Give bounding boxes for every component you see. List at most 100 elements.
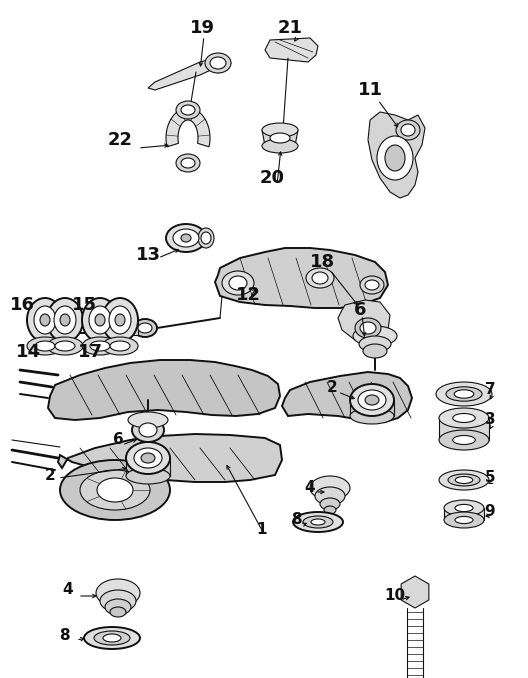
Ellipse shape <box>385 145 405 171</box>
Text: 20: 20 <box>259 169 285 187</box>
Ellipse shape <box>47 337 83 355</box>
Ellipse shape <box>141 453 155 463</box>
Ellipse shape <box>128 412 168 428</box>
Ellipse shape <box>311 519 325 525</box>
Polygon shape <box>368 112 425 198</box>
Polygon shape <box>282 372 412 422</box>
Ellipse shape <box>306 268 334 288</box>
Ellipse shape <box>97 478 133 502</box>
Text: 5: 5 <box>485 471 495 485</box>
Text: 10: 10 <box>384 588 406 603</box>
Ellipse shape <box>134 448 162 468</box>
Text: 6: 6 <box>354 301 366 319</box>
Polygon shape <box>338 300 390 345</box>
Polygon shape <box>262 130 298 146</box>
Ellipse shape <box>350 384 394 416</box>
Ellipse shape <box>173 229 199 247</box>
Text: 11: 11 <box>357 81 382 99</box>
Ellipse shape <box>377 136 413 180</box>
Ellipse shape <box>84 627 140 649</box>
Ellipse shape <box>89 306 111 334</box>
Text: 3: 3 <box>485 412 495 428</box>
Ellipse shape <box>110 341 130 351</box>
Polygon shape <box>215 248 388 308</box>
Polygon shape <box>166 108 210 147</box>
Ellipse shape <box>293 512 343 532</box>
Ellipse shape <box>115 314 125 326</box>
Polygon shape <box>444 508 484 520</box>
Text: 1: 1 <box>257 523 267 538</box>
Ellipse shape <box>310 476 350 500</box>
Polygon shape <box>118 321 138 335</box>
Polygon shape <box>265 38 318 62</box>
Ellipse shape <box>359 336 391 352</box>
Polygon shape <box>148 58 215 90</box>
Ellipse shape <box>80 470 150 510</box>
Polygon shape <box>48 360 280 420</box>
Ellipse shape <box>324 506 336 514</box>
Text: 8: 8 <box>291 513 301 527</box>
Text: 2: 2 <box>327 380 337 395</box>
Ellipse shape <box>363 344 387 358</box>
Ellipse shape <box>365 280 379 290</box>
Ellipse shape <box>94 631 130 645</box>
Ellipse shape <box>436 382 492 406</box>
Text: 16: 16 <box>10 296 34 314</box>
Text: 15: 15 <box>71 296 97 314</box>
Text: 8: 8 <box>59 628 69 643</box>
Ellipse shape <box>96 579 140 607</box>
Ellipse shape <box>166 224 206 252</box>
Ellipse shape <box>444 512 484 528</box>
Ellipse shape <box>102 298 138 342</box>
Ellipse shape <box>358 390 386 410</box>
Ellipse shape <box>55 341 75 351</box>
Polygon shape <box>401 576 429 608</box>
Ellipse shape <box>303 516 333 528</box>
Ellipse shape <box>262 139 298 153</box>
Ellipse shape <box>315 487 345 505</box>
Text: 4: 4 <box>63 582 73 597</box>
Ellipse shape <box>201 232 211 244</box>
Ellipse shape <box>320 498 340 510</box>
Ellipse shape <box>90 341 110 351</box>
Ellipse shape <box>82 298 118 342</box>
Ellipse shape <box>455 477 473 483</box>
Ellipse shape <box>109 306 131 334</box>
Text: 12: 12 <box>235 286 260 304</box>
Ellipse shape <box>353 326 397 346</box>
Ellipse shape <box>47 298 83 342</box>
Ellipse shape <box>133 319 157 337</box>
Ellipse shape <box>205 53 231 73</box>
Ellipse shape <box>54 306 76 334</box>
Ellipse shape <box>455 517 473 523</box>
Ellipse shape <box>60 314 70 326</box>
Text: 6: 6 <box>112 433 124 447</box>
Text: 14: 14 <box>15 343 41 361</box>
Ellipse shape <box>452 435 475 445</box>
Ellipse shape <box>35 341 55 351</box>
Text: 22: 22 <box>108 131 133 149</box>
Text: 7: 7 <box>485 382 495 397</box>
Ellipse shape <box>270 133 290 143</box>
Ellipse shape <box>454 390 474 398</box>
Ellipse shape <box>350 408 394 424</box>
Text: 9: 9 <box>485 504 495 519</box>
Ellipse shape <box>176 101 200 119</box>
Ellipse shape <box>401 124 415 136</box>
Ellipse shape <box>126 442 170 474</box>
Text: 2: 2 <box>45 468 55 483</box>
Ellipse shape <box>138 323 152 333</box>
Ellipse shape <box>360 322 376 334</box>
Text: 13: 13 <box>136 246 161 264</box>
Ellipse shape <box>262 123 298 137</box>
Ellipse shape <box>100 590 136 612</box>
Ellipse shape <box>444 500 484 516</box>
Ellipse shape <box>439 408 489 428</box>
Polygon shape <box>439 418 489 440</box>
Ellipse shape <box>40 314 50 326</box>
Text: 17: 17 <box>78 343 102 361</box>
Ellipse shape <box>95 314 105 326</box>
Ellipse shape <box>448 474 480 486</box>
Ellipse shape <box>60 460 170 520</box>
Ellipse shape <box>181 105 195 115</box>
